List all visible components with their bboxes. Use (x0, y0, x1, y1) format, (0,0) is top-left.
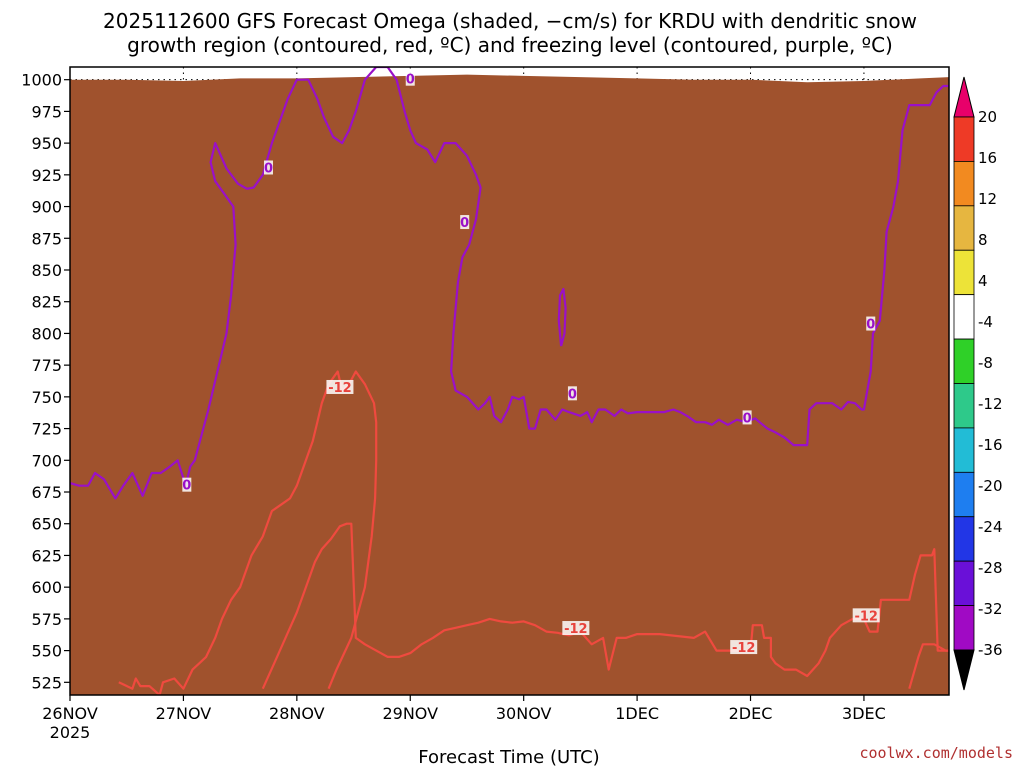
contour-label: -12 (328, 381, 352, 396)
y-tick-label: 725 (31, 420, 62, 439)
contour-label-bg (866, 316, 876, 331)
colorbar-label: -28 (978, 559, 1003, 577)
x-tick-label: 3DEC (842, 704, 886, 723)
colorbar-label: -32 (978, 600, 1003, 618)
contour-label-bg (852, 608, 880, 623)
y-tick-label: 900 (31, 198, 62, 217)
y-tick-label: 925 (31, 166, 62, 185)
contour-freezing-level (70, 67, 949, 500)
contour-dgz-upper-12 (118, 370, 378, 695)
y-axis: 525 550 575 600 625 650 675 700 725 750 775 800 825 8… (21, 71, 70, 692)
y-tick-label: 575 (31, 610, 62, 629)
colorbar-band (953, 249, 975, 296)
y-tick-label: 850 (31, 261, 62, 280)
colorbar-bottom-triangle (953, 649, 975, 691)
colorbar-band (953, 605, 975, 651)
y-tick-label: 625 (31, 546, 62, 565)
y-tick-label: 975 (31, 102, 62, 121)
colorbar-band (953, 427, 975, 473)
y-tick-label: 750 (31, 388, 62, 407)
y-tick-label: 525 (31, 673, 62, 692)
colorbar-band (953, 205, 975, 251)
contour-label-bg (326, 379, 354, 394)
contour-label: 0 (568, 387, 577, 402)
colorbar-label: 16 (978, 149, 997, 167)
chart-title-line1: 2025112600 GFS Forecast Omega (shaded, −… (103, 9, 917, 33)
terrain-layer (70, 74, 949, 695)
plot-frame (69, 66, 950, 696)
colorbar-band (953, 383, 975, 429)
contour-label-bg (460, 215, 470, 230)
x-tick-label: 30NOV (496, 704, 552, 723)
contour-label: -12 (732, 641, 756, 656)
y-tick-label: 950 (31, 134, 62, 153)
y-tick-label: 875 (31, 229, 62, 248)
contour-label-bg (742, 410, 752, 425)
y-tick-label: 1000 (21, 71, 62, 90)
x-tick-label: 27NOV (156, 704, 212, 723)
colorbar-label: 8 (978, 231, 988, 249)
colorbar-label: -20 (978, 477, 1003, 495)
y-tick-label: 600 (31, 578, 62, 597)
contour-label: 0 (406, 73, 415, 88)
contour-dgz-top-right (908, 643, 949, 690)
x-tick-label: 29NOV (382, 704, 438, 723)
y-tick-label: 550 (31, 642, 62, 661)
contour-label-layer: -12 -12 -12 -12 0 0 0 0 0 0 0 (182, 71, 880, 656)
terrain-fill (70, 74, 949, 695)
colorbar-label: -24 (978, 518, 1003, 536)
x-tick-label: 2DEC (729, 704, 773, 723)
contour-freezing-level-blip (557, 287, 567, 347)
colorbar-label: 12 (978, 190, 997, 208)
contour-label: 0 (743, 411, 752, 426)
colorbar-label: 4 (978, 272, 988, 290)
x-tick-label: 28NOV (269, 704, 325, 723)
colorbar-band (953, 560, 975, 606)
colorbar: 20 16 12 8 4 -4 -8 -12 -16 -20 -24 -28 -32 -36 (953, 76, 1003, 691)
colorbar-label: -8 (978, 354, 993, 372)
y-tick-label: 800 (31, 324, 62, 343)
credit-text: coolwx.com/models (859, 744, 1013, 762)
colorbar-label: -36 (978, 641, 1003, 659)
x-tick-label: 26NOV (42, 704, 98, 723)
y-tick-label: 650 (31, 515, 62, 534)
chart-title-line2: growth region (contoured, red, ºC) and f… (127, 33, 893, 57)
contour-dgz-lower-12 (261, 522, 949, 690)
x-tick-sublabel: 2025 (50, 723, 91, 742)
colorbar-band (953, 294, 975, 340)
contour-label: -12 (854, 609, 878, 624)
contour-label: 0 (182, 479, 191, 494)
colorbar-band (953, 116, 975, 162)
contour-layer (70, 67, 949, 695)
colorbar-band (953, 471, 975, 518)
contour-label: 0 (866, 318, 875, 333)
y-tick-label: 700 (31, 451, 62, 470)
colorbar-top-triangle (953, 76, 975, 118)
colorbar-band (953, 338, 975, 384)
y-tick-label: 825 (31, 293, 62, 312)
x-axis-title: Forecast Time (UTC) (418, 747, 599, 768)
y-tick-label: 675 (31, 483, 62, 502)
contour-label-bg (730, 640, 758, 655)
contour-label: 0 (460, 216, 469, 231)
contour-label-bg (263, 160, 273, 175)
colorbar-label: -4 (978, 313, 993, 331)
contour-label-bg (405, 71, 415, 86)
contour-label: -12 (564, 622, 588, 637)
colorbar-label: -12 (978, 395, 1003, 413)
colorbar-band (953, 161, 975, 207)
colorbar-label: -16 (978, 436, 1003, 454)
colorbar-label: 20 (978, 108, 997, 126)
contour-label-bg (562, 621, 590, 636)
contour-label-bg (567, 386, 577, 401)
contour-label: 0 (264, 161, 273, 176)
x-tick-label: 1DEC (615, 704, 659, 723)
contour-label-bg (182, 477, 192, 492)
y-tick-label: 775 (31, 356, 62, 375)
colorbar-band (953, 516, 975, 562)
